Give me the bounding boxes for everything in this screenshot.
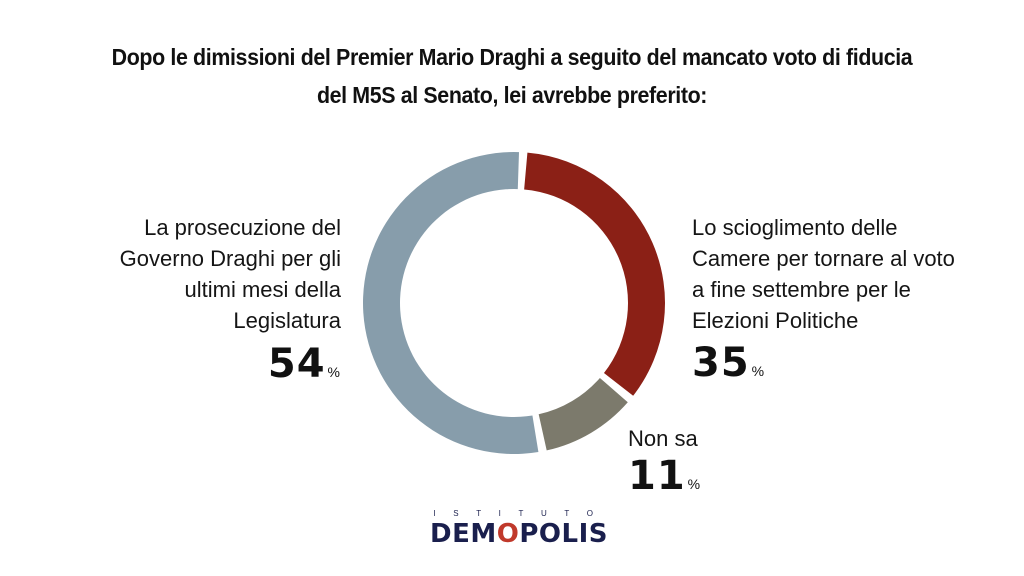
pct-prosecuzione: 54% [268, 344, 340, 392]
label-line: a fine settembre per le [692, 277, 911, 302]
logo-o: O [496, 519, 520, 549]
slice-prosecuzione [363, 152, 539, 455]
label-line: ultimi mesi della [184, 277, 342, 302]
chart-title: Dopo le dimissioni del Premier Mario Dra… [73, 38, 951, 114]
pct-sign: % [327, 364, 340, 380]
label-scioglimento: Lo scioglimento delle Camere per tornare… [692, 212, 1002, 336]
title-line-1: Dopo le dimissioni del Premier Mario Dra… [111, 44, 913, 70]
slice-scioglimento [524, 152, 665, 396]
pct-non-sa: 11% [628, 456, 700, 504]
label-line: Legislatura [233, 308, 341, 333]
pct-value: 11 [628, 453, 686, 499]
demopolis-logo: ISTITUTO DEMOPOLIS [404, 509, 634, 549]
label-line: La prosecuzione del [144, 215, 341, 240]
pct-sign: % [687, 476, 701, 492]
label-line: Lo scioglimento delle [692, 215, 898, 240]
pct-scioglimento: 35% [692, 343, 764, 391]
slice-non-sa [538, 377, 628, 451]
title-line-2: del M5S al Senato, lei avrebbe preferito… [316, 82, 708, 108]
logo-part: POLIS [519, 519, 608, 549]
logo-part: DEM [430, 519, 497, 549]
label-non-sa: Non sa [628, 426, 698, 451]
logo-subtitle: ISTITUTO [433, 509, 611, 518]
pct-value: 35 [692, 340, 750, 386]
logo-wordmark: DEMOPOLIS [404, 519, 634, 549]
label-line: Elezioni Politiche [692, 308, 859, 333]
label-prosecuzione: La prosecuzione del Governo Draghi per g… [61, 212, 341, 336]
pct-sign: % [751, 363, 765, 379]
pct-value: 54 [267, 341, 326, 387]
label-line: Governo Draghi per gli [119, 246, 341, 271]
label-line: Camere per tornare al voto [692, 246, 955, 271]
